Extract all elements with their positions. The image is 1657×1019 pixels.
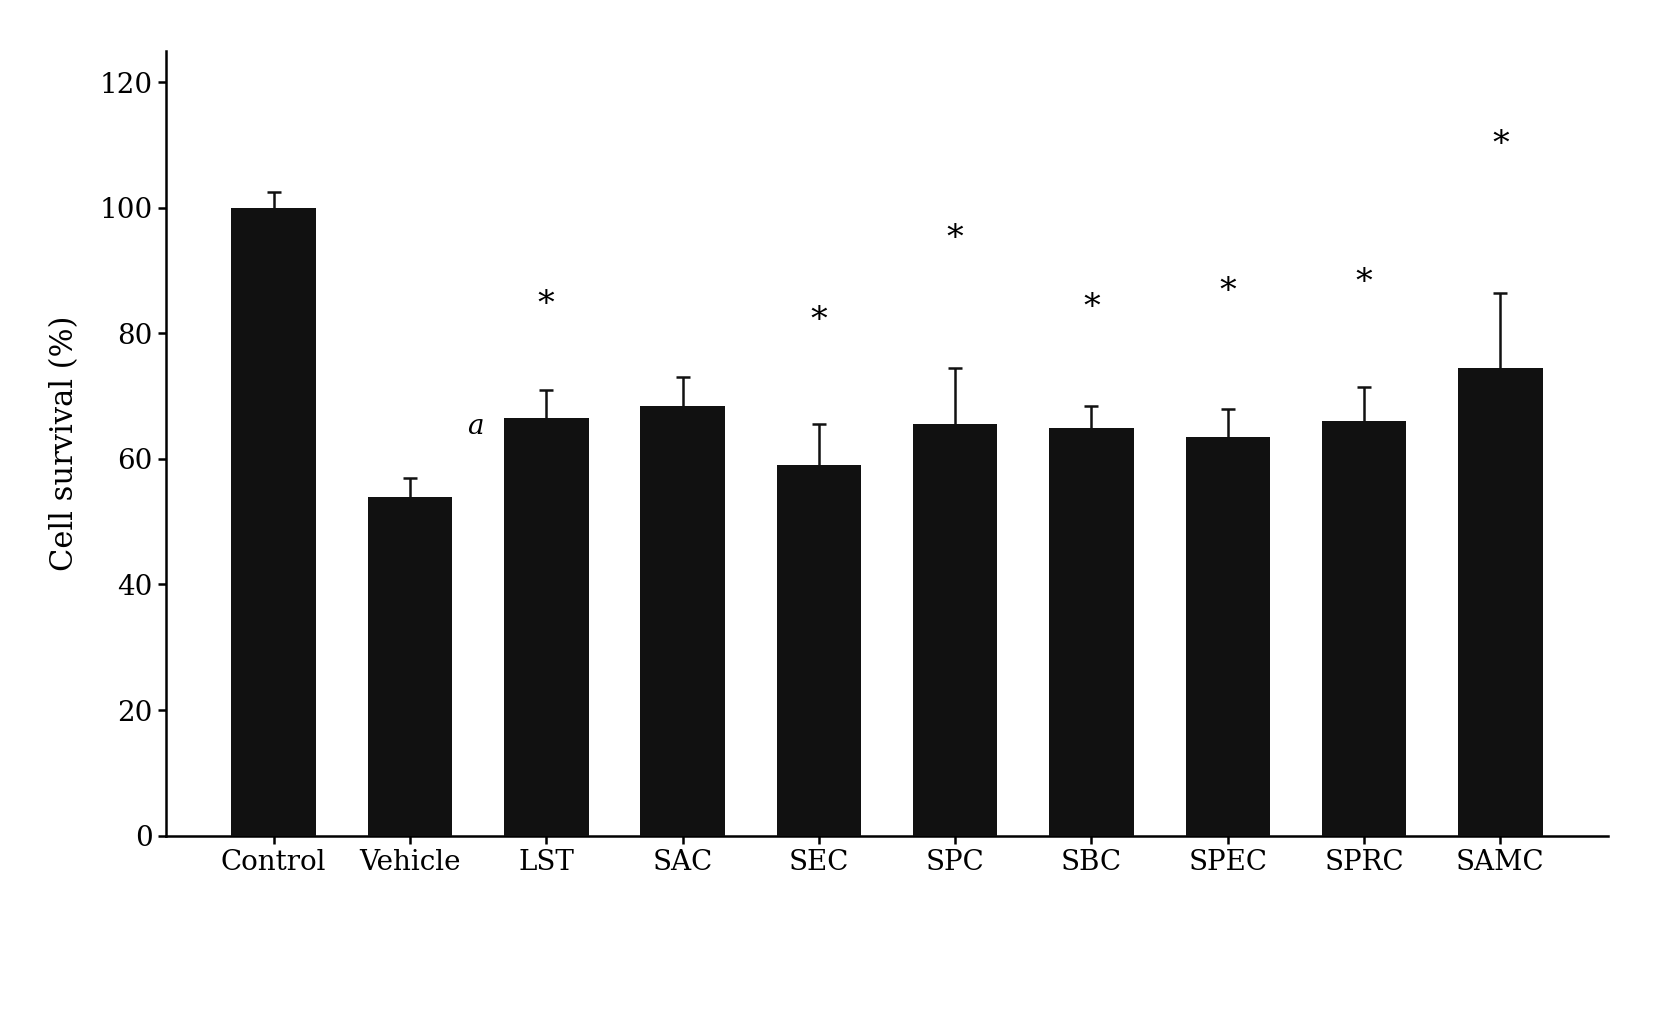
Text: a: a	[467, 413, 484, 440]
Y-axis label: Cell survival (%): Cell survival (%)	[50, 316, 80, 571]
Bar	[913, 425, 998, 836]
Text: *: *	[810, 305, 827, 336]
Text: *: *	[537, 288, 555, 321]
Bar	[1185, 437, 1269, 836]
Bar	[368, 496, 452, 836]
Text: *: *	[1355, 267, 1372, 299]
Bar	[1049, 428, 1133, 836]
Bar	[232, 208, 316, 836]
Bar	[504, 418, 588, 836]
Text: *: *	[1082, 292, 1099, 324]
Bar	[775, 466, 860, 836]
Text: *: *	[1218, 276, 1236, 309]
Text: *: *	[1491, 128, 1508, 161]
Text: *: *	[946, 223, 963, 255]
Bar	[1457, 368, 1541, 836]
Bar	[640, 406, 724, 836]
Bar	[1321, 421, 1405, 836]
